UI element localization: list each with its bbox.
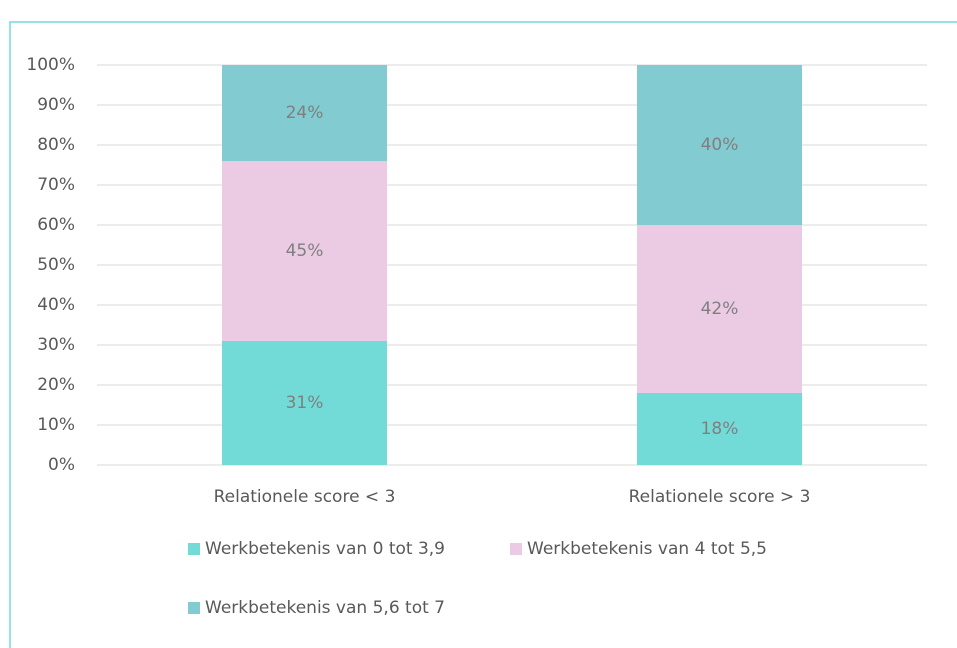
y-tick-label: 20% xyxy=(37,375,75,395)
legend-swatch xyxy=(188,543,200,555)
x-tick-label: Relationele score < 3 xyxy=(214,487,396,507)
y-tick-label: 80% xyxy=(37,135,75,155)
bar-segment xyxy=(222,341,387,465)
data-label: 45% xyxy=(286,241,324,261)
legend-swatch xyxy=(510,543,522,555)
y-tick-label: 100% xyxy=(26,55,75,75)
x-tick-label: Relationele score > 3 xyxy=(629,487,811,507)
bar-segment xyxy=(222,65,387,161)
y-tick-label: 10% xyxy=(37,415,75,435)
bar-segment xyxy=(637,225,802,393)
bar-segment xyxy=(637,393,802,465)
data-label: 40% xyxy=(701,135,739,155)
y-tick-label: 50% xyxy=(37,255,75,275)
legend-label: Werkbetekenis van 4 tot 5,5 xyxy=(527,539,767,559)
legend-swatch xyxy=(188,602,200,614)
legend-label: Werkbetekenis van 5,6 tot 7 xyxy=(205,598,445,618)
y-tick-label: 90% xyxy=(37,95,75,115)
y-tick-label: 30% xyxy=(37,335,75,355)
data-label: 31% xyxy=(286,393,324,413)
y-tick-label: 60% xyxy=(37,215,75,235)
y-tick-label: 70% xyxy=(37,175,75,195)
data-label: 24% xyxy=(286,103,324,123)
data-label: 42% xyxy=(701,299,739,319)
chart-frame xyxy=(9,21,957,648)
bar-segment xyxy=(222,161,387,341)
y-tick-label: 40% xyxy=(37,295,75,315)
data-label: 18% xyxy=(701,419,739,439)
bar-segment xyxy=(637,65,802,225)
y-tick-label: 0% xyxy=(48,455,75,475)
legend-label: Werkbetekenis van 0 tot 3,9 xyxy=(205,539,445,559)
